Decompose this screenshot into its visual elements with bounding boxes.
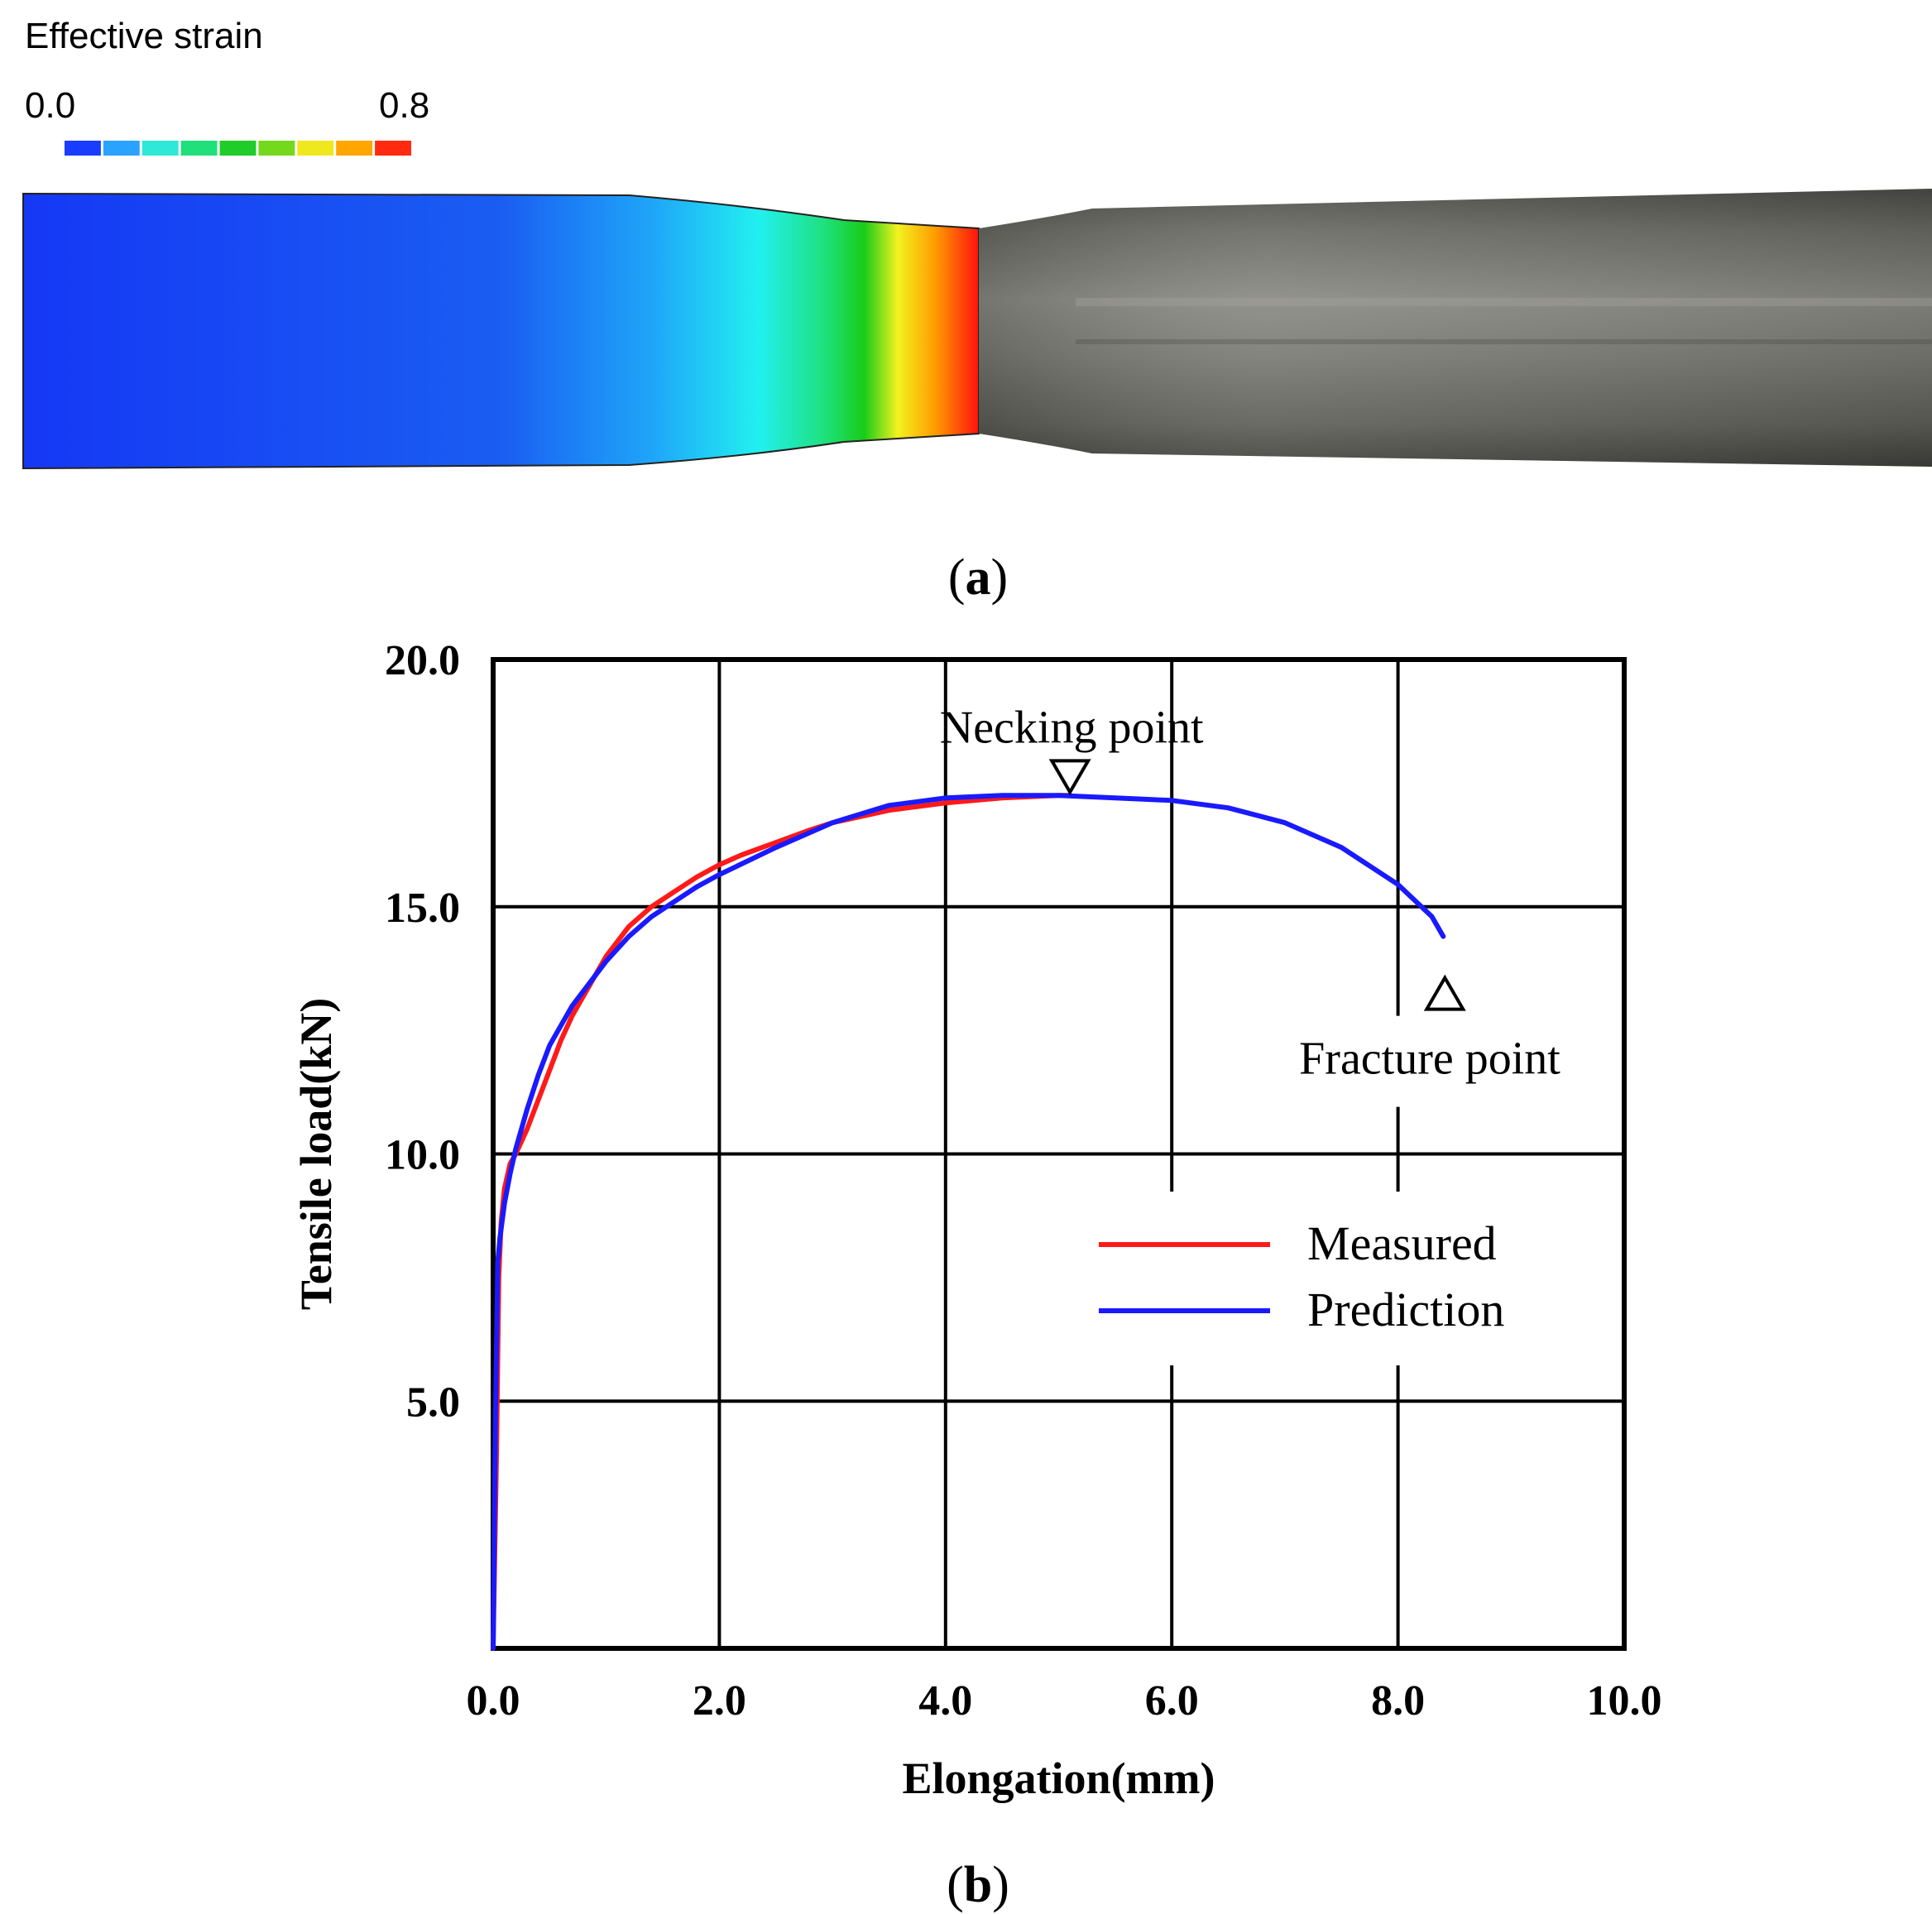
legend-swatch: [297, 141, 334, 156]
fracture-point-marker: [1423, 974, 1466, 1011]
legend-swatch: [180, 141, 218, 156]
legend-swatch: [219, 141, 256, 156]
necking-point-marker: [1048, 759, 1091, 796]
annotations: Necking point Fracture point: [940, 702, 1561, 1084]
legend-title: Effective strain: [25, 16, 263, 56]
plot-frame: [491, 657, 1627, 1651]
x-axis-label: Elongation(mm): [903, 1753, 1215, 1803]
caption-b: (b): [947, 1857, 1009, 1913]
legend-swatch: [103, 141, 140, 156]
y-tick-labels: 5.0 10.0 15.0 20.0: [385, 637, 460, 1426]
x-tick-label: 0.0: [467, 1677, 520, 1725]
y-tick-label: 15.0: [385, 885, 460, 932]
x-tick-label: 2.0: [693, 1677, 746, 1725]
y-tick-label: 20.0: [385, 637, 460, 684]
chart-grid: [493, 660, 1624, 1648]
legend-min-label: 0.0: [25, 85, 75, 126]
panel-a: Effective strain 0.0 0.8 (a): [22, 16, 1932, 606]
legend-swatch: [258, 141, 295, 156]
caption-a-close: ): [991, 549, 1009, 606]
caption-b-close: ): [992, 1857, 1009, 1913]
legend: Measured Prediction: [1099, 1216, 1504, 1336]
legend-label-prediction: Prediction: [1307, 1283, 1504, 1336]
series-lines: [491, 793, 1446, 1651]
legend-swatch: [141, 141, 179, 156]
x-tick-label: 8.0: [1371, 1677, 1425, 1725]
tensile-chart: 0.0 2.0 4.0 6.0 8.0 10.0 5.0 10.0 15.0 20.0 Meas…: [291, 637, 1662, 1913]
strain-color-legend: [65, 141, 411, 156]
legend-swatch: [375, 141, 411, 156]
fracture-label-background: [1274, 1015, 1589, 1107]
legend-label-measured: Measured: [1307, 1216, 1497, 1270]
y-tick-label: 5.0: [406, 1379, 460, 1426]
x-tick-label: 10.0: [1587, 1677, 1662, 1725]
x-tick-labels: 0.0 2.0 4.0 6.0 8.0 10.0: [467, 1677, 1662, 1725]
y-tick-label: 10.0: [385, 1132, 460, 1179]
x-tick-label: 6.0: [1145, 1677, 1199, 1725]
simulated-specimen: [22, 192, 980, 470]
legend-swatch: [336, 141, 373, 156]
legend-swatch: [65, 141, 101, 156]
caption-b-letter: b: [964, 1857, 992, 1913]
legend-max-label: 0.8: [379, 85, 429, 126]
x-tick-label: 4.0: [918, 1677, 972, 1725]
caption-a: (a): [948, 549, 1008, 606]
caption-b-open: (: [947, 1857, 964, 1913]
legend-background: [1059, 1192, 1531, 1365]
caption-a-open: (: [948, 549, 966, 606]
series-line-prediction: [491, 793, 1446, 1651]
series-line-measured: [491, 793, 1073, 1651]
caption-a-letter: a: [966, 549, 991, 606]
fracture-point-label: Fracture point: [1299, 1034, 1560, 1085]
y-axis-label: Tensile load(kN): [291, 998, 341, 1311]
necking-point-label: Necking point: [940, 702, 1204, 753]
